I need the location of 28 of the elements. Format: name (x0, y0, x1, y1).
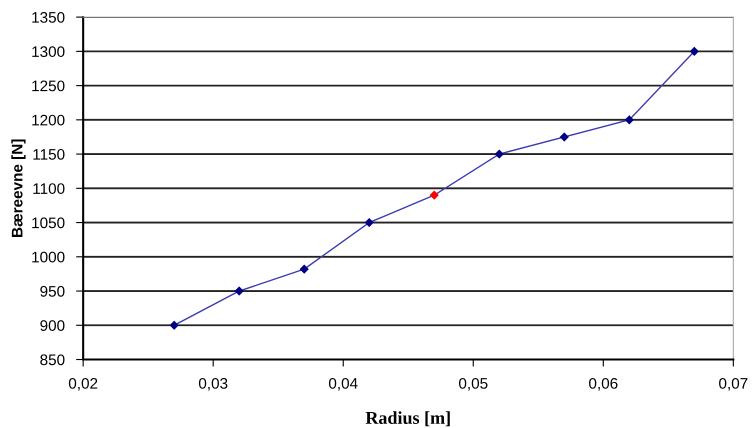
x-tick-label: 0,06 (589, 378, 618, 391)
y-tick-label: 1350 (32, 12, 65, 23)
point (430, 190, 439, 200)
y-tick-label: 900 (40, 320, 65, 331)
point (624, 115, 634, 124)
y-tick-label: 1250 (32, 80, 65, 92)
x-tick-label: 0,03 (198, 378, 228, 391)
point (170, 320, 179, 330)
y-tick-label: 1300 (32, 46, 65, 58)
point (300, 264, 309, 274)
point (234, 286, 244, 296)
point (560, 132, 569, 142)
x-tick-label: 0,07 (719, 378, 748, 391)
point (494, 149, 504, 159)
y-axis-title: Bæreevne [N] (11, 140, 26, 237)
x-tick-label: 0,05 (458, 378, 488, 391)
y-tick-label: 1000 (32, 252, 65, 262)
y-tick-label: 1200 (32, 114, 65, 126)
x-tick-label: 0,02 (68, 378, 98, 391)
x-axis-title: Radius [m] (366, 411, 450, 426)
y-tick-label: 1050 (32, 217, 65, 228)
point (690, 46, 699, 56)
y-tick-label: 1100 (33, 183, 65, 194)
y-tick-label: 850 (40, 354, 65, 366)
y-tick-label: 950 (40, 286, 65, 297)
x-tick-label: 0,04 (328, 378, 358, 391)
point (364, 218, 374, 228)
y-tick-label: 1150 (33, 148, 65, 160)
